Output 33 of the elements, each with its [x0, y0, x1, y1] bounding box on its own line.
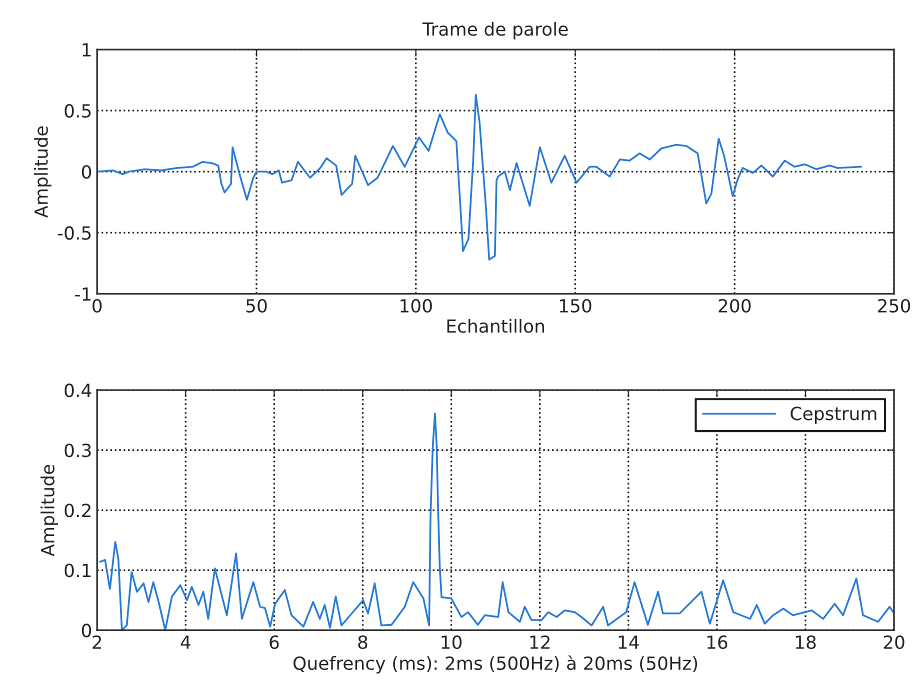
x-tick-label: 150	[560, 298, 592, 313]
y-tick-label: -0.5	[58, 226, 91, 240]
x-tick-label: 100	[400, 298, 432, 313]
x-tick-label: 10	[442, 635, 462, 650]
x-tick-label: 18	[796, 635, 816, 650]
x-tick-label: 12	[530, 635, 550, 649]
y-tick-label: 0	[82, 165, 92, 179]
legend-label: Cepstrum	[790, 406, 876, 424]
y-axis-title: Amplitude	[34, 126, 52, 218]
x-tick-label: 4	[180, 636, 190, 649]
x-tick-label: 20	[884, 635, 904, 650]
y-tick-label: 0.5	[64, 104, 91, 118]
y-axis-title: Amplitude	[40, 464, 58, 556]
x-tick-label: 250	[878, 298, 910, 313]
y-tick-label: 0	[82, 624, 92, 638]
y-tick-label: 0.4	[64, 384, 92, 398]
y-tick-label: 0.3	[64, 444, 91, 458]
x-tick-label: 2	[92, 635, 102, 649]
y-tick-label: 1	[82, 43, 91, 56]
x-tick-label: 8	[358, 635, 368, 650]
y-tick-label: 0.1	[64, 564, 91, 578]
x-tick-label: 14	[618, 636, 639, 649]
x-tick-label: 6	[270, 635, 279, 650]
x-axis-title: Echantillon	[447, 318, 544, 333]
x-axis-title: Quefrency (ms): 2ms (500Hz) à 20ms (50Hz)	[294, 655, 698, 674]
chart-title: Trame de parole	[422, 22, 568, 40]
x-tick-label: 16	[707, 635, 728, 650]
x-tick-label: 200	[718, 298, 751, 313]
x-tick-label: 0	[92, 298, 102, 313]
x-tick-label: 50	[246, 298, 267, 313]
line-series	[97, 94, 862, 260]
y-tick-label: -1	[75, 287, 91, 301]
y-tick-label: 0.2	[64, 504, 90, 518]
